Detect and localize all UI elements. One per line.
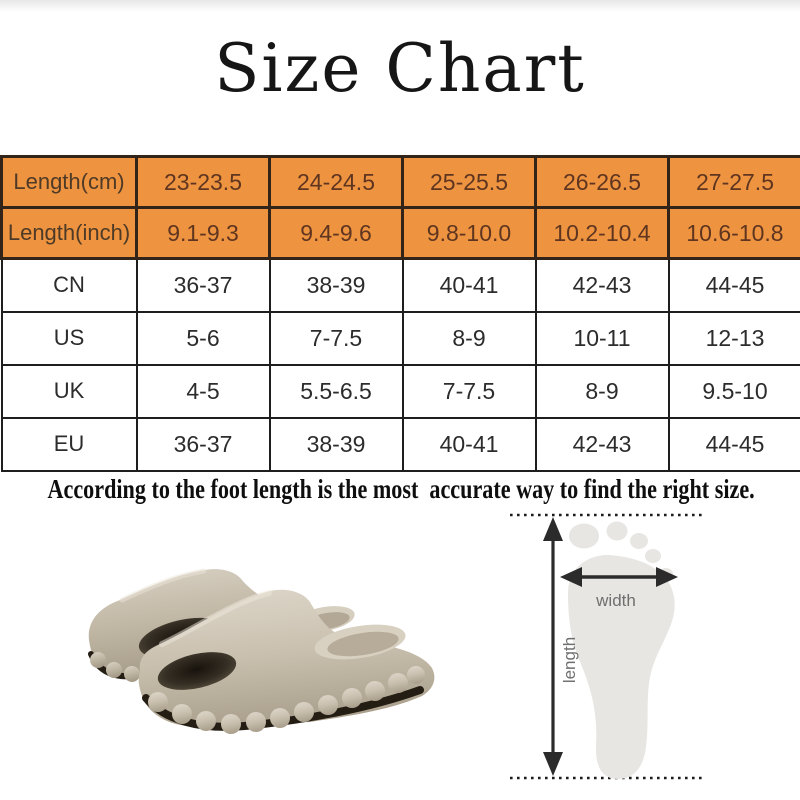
size-cell: 38-39 [268, 416, 404, 472]
size-cell: 40-41 [401, 257, 537, 313]
footprint-graphic [568, 521, 675, 779]
size-cell: 36-37 [135, 257, 271, 313]
row-header-cell: CN [0, 257, 138, 313]
size-cell: 44-45 [667, 416, 800, 472]
size-cell: 24-24.5 [268, 155, 404, 209]
width-label: width [595, 591, 636, 610]
row-header-cell: UK [0, 363, 138, 419]
length-label: length [560, 637, 579, 683]
row-header-cell: US [0, 310, 138, 366]
size-cell: 42-43 [534, 257, 670, 313]
size-cell: 36-37 [135, 416, 271, 472]
size-cell: 44-45 [667, 257, 800, 313]
page-title: Size Chart [214, 30, 586, 107]
size-cell: 7-7.5 [268, 310, 404, 366]
row-header-cell: Length(cm) [0, 155, 138, 209]
width-arrow [560, 567, 678, 587]
size-cell: 12-13 [667, 310, 800, 366]
size-cell: 10-11 [534, 310, 670, 366]
size-cell: 27-27.5 [667, 155, 800, 209]
size-cell: 38-39 [268, 257, 404, 313]
slipper-right [138, 589, 435, 734]
size-cell: 26-26.5 [534, 155, 670, 209]
size-cell: 10.6-10.8 [667, 206, 800, 260]
table-row-cn: CN 36-37 38-39 40-41 42-43 44-45 [0, 257, 800, 313]
size-cell: 25-25.5 [401, 155, 537, 209]
size-cell: 5.5-6.5 [268, 363, 404, 419]
size-cell: 9.1-9.3 [135, 206, 271, 260]
length-arrow [543, 517, 563, 776]
table-row-length-cm: Length(cm) 23-23.5 24-24.5 25-25.5 26-26… [0, 155, 800, 209]
foot-measure-diagram: width length [510, 513, 705, 780]
size-chart-table: Length(cm) 23-23.5 24-24.5 25-25.5 26-26… [0, 155, 800, 472]
row-header-cell: Length(inch) [0, 206, 138, 260]
table-row-uk: UK 4-5 5.5-6.5 7-7.5 8-9 9.5-10 [0, 363, 800, 419]
size-cell: 5-6 [135, 310, 271, 366]
size-cell: 9.8-10.0 [401, 206, 537, 260]
size-cell: 8-9 [401, 310, 537, 366]
fit-advice-text: According to the foot length is the most… [47, 474, 755, 504]
table-row-us: US 5-6 7-7.5 8-9 10-11 12-13 [0, 310, 800, 366]
size-cell: 10.2-10.4 [534, 206, 670, 260]
table-row-eu: EU 36-37 38-39 40-41 42-43 44-45 [0, 416, 800, 472]
size-cell: 40-41 [401, 416, 537, 472]
size-cell: 7-7.5 [401, 363, 537, 419]
size-cell: 8-9 [534, 363, 670, 419]
size-cell: 4-5 [135, 363, 271, 419]
table-row-length-inch: Length(inch) 9.1-9.3 9.4-9.6 9.8-10.0 10… [0, 206, 800, 260]
row-header-cell: EU [0, 416, 138, 472]
size-cell: 23-23.5 [135, 155, 271, 209]
size-cell: 9.5-10 [667, 363, 800, 419]
size-cell: 42-43 [534, 416, 670, 472]
top-edge-shade [0, 0, 800, 12]
slippers-product-photo [88, 568, 435, 734]
size-cell: 9.4-9.6 [268, 206, 404, 260]
